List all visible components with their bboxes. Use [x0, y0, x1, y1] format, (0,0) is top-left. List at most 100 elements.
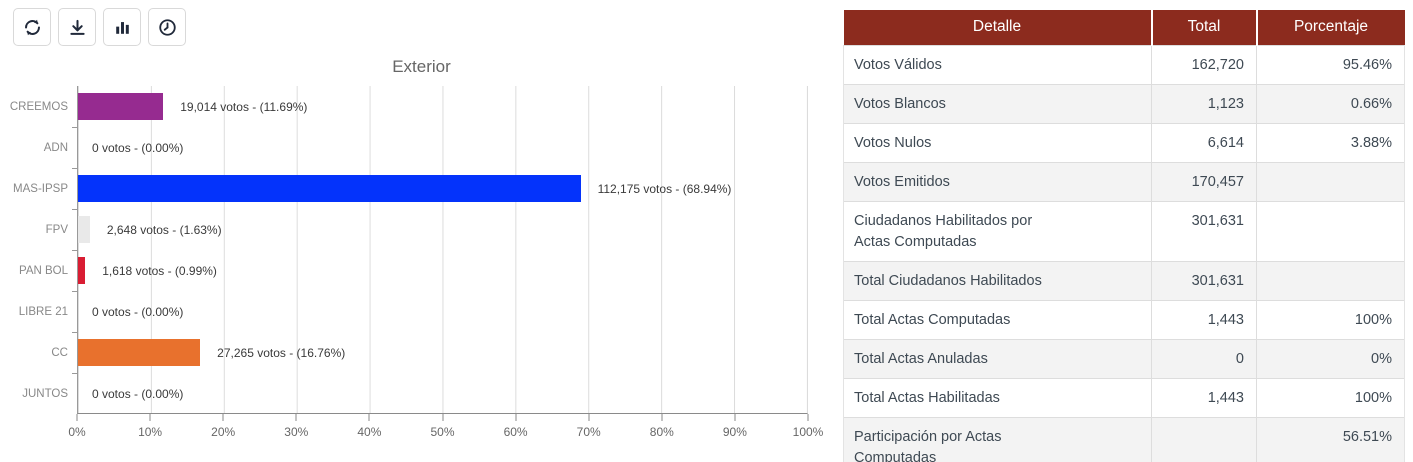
bar-value-label: 0 votos - (0.00%): [92, 386, 184, 401]
y-axis-labels: CREEMOS ADN MAS-IPSP FPV PAN BOL LIBRE 21 CC JU…: [9, 86, 77, 448]
x-tick-label: 30%: [284, 425, 309, 439]
total-cell: [1151, 416, 1257, 462]
bar-chart-button[interactable]: [103, 8, 141, 46]
total-cell: 0: [1151, 338, 1257, 379]
x-tick-label: 20%: [211, 425, 236, 439]
detalle-cell: Votos Válidos: [843, 44, 1152, 85]
header-total: Total: [1150, 10, 1257, 45]
total-cell: 1,123: [1151, 83, 1257, 124]
x-tick-mark: [661, 414, 663, 421]
porcentaje-cell: [1256, 200, 1405, 262]
x-tick-label: 40%: [357, 425, 382, 439]
total-cell: 1,443: [1151, 299, 1257, 340]
detalle-cell: Total Actas Computadas: [843, 299, 1152, 340]
detalle-cell: Total Actas Anuladas: [843, 338, 1152, 379]
total-cell: 301,631: [1151, 200, 1257, 262]
x-tick-label: 70%: [576, 425, 601, 439]
total-cell: 1,443: [1151, 377, 1257, 418]
table-row: Votos Blancos 1,123 0.66%: [843, 83, 1405, 124]
total-cell: 162,720: [1151, 44, 1257, 85]
x-tick-mark: [442, 414, 443, 421]
download-icon: [67, 17, 88, 38]
plot-area: 19,014 votos - (11.69%) 0 votos - (0.00%)…: [72, 86, 808, 414]
total-cell: 170,457: [1151, 161, 1257, 202]
detalle-cell: Total Actas Habilitadas: [843, 377, 1152, 418]
history-button[interactable]: [148, 8, 186, 46]
porcentaje-cell: [1256, 260, 1405, 301]
porcentaje-cell: 100%: [1256, 377, 1405, 418]
bar-creemos[interactable]: [78, 93, 164, 120]
chart-title: Exterior: [392, 57, 451, 76]
category-label: ADN: [43, 141, 68, 154]
detalle-cell: Ciudadanos Habilitados por Actas Computa…: [843, 200, 1152, 262]
refresh-button[interactable]: [13, 8, 51, 46]
bar-pan-bol[interactable]: [78, 257, 86, 284]
x-tick-label: 80%: [649, 425, 674, 439]
x-tick-label: 90%: [722, 425, 747, 439]
header-detalle: Detalle: [843, 10, 1152, 45]
porcentaje-cell: 3.88%: [1256, 122, 1405, 163]
x-tick-mark: [149, 414, 151, 421]
bar-chart-icon: [112, 17, 133, 38]
porcentaje-cell: 0.66%: [1256, 83, 1405, 124]
category-label: MAS-IPSP: [13, 182, 68, 195]
x-tick-label: 50%: [430, 425, 455, 439]
table-row: Total Ciudadanos Habilitados 301,631: [843, 260, 1405, 301]
summary-table-panel: Detalle Total Porcentaje Votos Válidos 16…: [843, 0, 1405, 462]
bar-row: 112,175 votos - (68.94%): [72, 167, 807, 209]
x-tick-mark: [76, 414, 78, 421]
category-label: PAN BOL: [19, 264, 68, 277]
bar-mas-ipsp[interactable]: [78, 175, 581, 202]
category-label: CC: [51, 346, 68, 359]
bar-row: 0 votos - (0.00%): [72, 290, 807, 332]
bar-value-label: 0 votos - (0.00%): [92, 140, 184, 155]
porcentaje-cell: 100%: [1256, 299, 1405, 340]
total-cell: 6,614: [1151, 122, 1257, 163]
table-row: Votos Nulos 6,614 3.88%: [843, 122, 1405, 163]
total-cell: 301,631: [1151, 260, 1257, 301]
download-button[interactable]: [58, 8, 96, 46]
detalle-cell: Votos Nulos: [843, 122, 1152, 163]
x-tick-label: 10%: [138, 425, 163, 439]
table-row: Votos Válidos 162,720 95.46%: [843, 44, 1405, 85]
clock-icon: [157, 17, 178, 38]
bar-cc[interactable]: [78, 339, 201, 366]
x-tick-mark: [734, 414, 736, 421]
category-label: FPV: [45, 223, 68, 236]
header-porcentaje: Porcentaje: [1255, 10, 1405, 45]
bar-value-label: 19,014 votos - (11.69%): [180, 99, 308, 114]
porcentaje-cell: 56.51%: [1256, 416, 1405, 462]
table-row: Total Actas Habilitadas 1,443 100%: [843, 377, 1405, 418]
x-axis: 0% 10% 20% 30% 40% 50% 60% 70% 80% 90% 100%: [68, 414, 823, 448]
bar-value-label: 0 votos - (0.00%): [92, 304, 184, 319]
x-tick-mark: [807, 414, 809, 421]
table-row: Total Actas Anuladas 0 0%: [843, 338, 1405, 379]
detalle-cell: Total Ciudadanos Habilitados: [843, 260, 1152, 301]
detalle-cell: Participación por Actas Computadas: [843, 416, 1152, 462]
table-row: Ciudadanos Habilitados por Actas Computa…: [843, 200, 1405, 262]
x-tick-label: 0%: [68, 425, 86, 439]
bar-row: 19,014 votos - (11.69%): [78, 86, 807, 127]
porcentaje-cell: 0%: [1256, 338, 1405, 379]
bar-fpv[interactable]: [78, 216, 90, 243]
plot-wrap: 19,014 votos - (11.69%) 0 votos - (0.00%)…: [68, 86, 823, 448]
porcentaje-cell: [1256, 161, 1405, 202]
bar-row: 2,648 votos - (1.63%): [72, 208, 807, 250]
category-label: JUNTOS: [22, 387, 68, 400]
bar-row: 27,265 votos - (16.76%): [72, 331, 807, 373]
bar-value-label: 27,265 votos - (16.76%): [217, 345, 346, 360]
table-row: Total Actas Computadas 1,443 100%: [843, 299, 1405, 340]
chart-panel: Exterior CREEMOS ADN MAS-IPSP FPV PAN BOL LIB…: [9, 8, 830, 448]
x-tick-mark: [222, 414, 224, 421]
chart-toolbar: [13, 8, 830, 46]
x-tick-label: 60%: [503, 425, 528, 439]
refresh-icon: [22, 17, 43, 38]
porcentaje-cell: 95.46%: [1256, 44, 1405, 85]
x-tick-mark: [588, 414, 590, 421]
table-row: Participación por Actas Computadas 56.51%: [843, 416, 1405, 462]
x-tick-mark: [515, 414, 517, 421]
category-label: LIBRE 21: [18, 305, 68, 318]
bar-row: 1,618 votos - (0.99%): [72, 249, 807, 291]
category-label: CREEMOS: [9, 100, 68, 113]
